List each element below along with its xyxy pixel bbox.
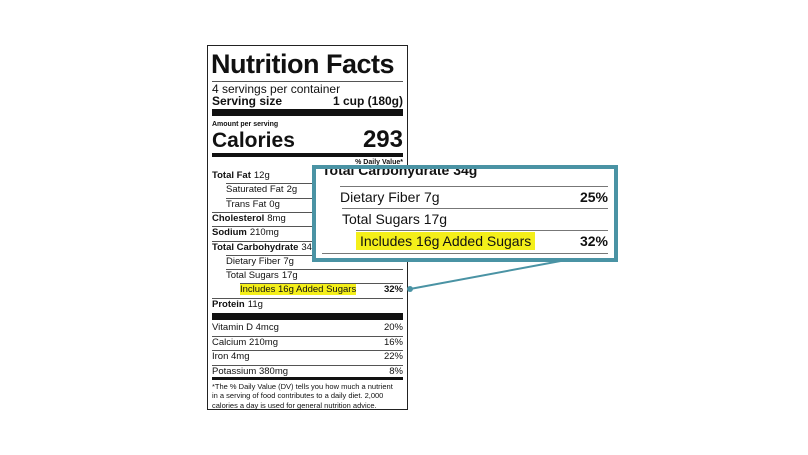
- serving-size-label: Serving size: [212, 94, 283, 108]
- rule: [212, 240, 403, 242]
- vitamin-name: Vitamin D 4mcg: [212, 322, 279, 333]
- nutrient-row: Saturated Fat 2g: [226, 185, 297, 195]
- medium-bar: [212, 377, 403, 380]
- rule: [356, 230, 608, 231]
- rule: [240, 283, 403, 285]
- rule: [226, 269, 403, 271]
- connector-dot: [407, 286, 413, 292]
- thick-bar: [212, 313, 403, 320]
- nutrient-row: Total Sugars 17g: [226, 271, 298, 281]
- nutrient-amount: 0g: [269, 198, 280, 210]
- daily-value: 32%: [383, 284, 403, 296]
- callout-row-name: Includes 16g Added Sugars: [356, 232, 536, 250]
- nutrient-amount: 2g: [286, 184, 298, 196]
- nutrient-name: Cholesterol: [212, 212, 265, 224]
- daily-value: 20%: [383, 322, 403, 333]
- nutrient-amount: 12g: [253, 170, 270, 181]
- callout-row-name: Dietary Fiber 7g: [340, 189, 440, 205]
- nutrient-row: Protein 11g: [212, 298, 263, 310]
- rule: [340, 186, 608, 187]
- daily-value: 22%: [383, 351, 403, 362]
- rule: [212, 364, 403, 366]
- rule: [212, 297, 403, 299]
- amount-per-serving: Amount per serving: [212, 121, 279, 128]
- nutrient-name: Protein: [212, 298, 245, 310]
- connector-line: [409, 259, 567, 290]
- nutrient-row: Total Fat 12g: [212, 171, 270, 181]
- daily-value-header: % Daily Value*: [355, 159, 403, 166]
- nutrient-name: Total Sugars: [226, 270, 279, 282]
- rule: [212, 335, 403, 337]
- rule: [212, 81, 403, 82]
- nutrient-name: Trans Fat: [226, 198, 267, 210]
- nutrient-row: Cholesterol 8mg: [212, 214, 286, 224]
- rule: [212, 226, 403, 228]
- callout-row-name: Protein 11g: [322, 257, 397, 258]
- serving-size: 1 cup (180g): [332, 94, 403, 108]
- nutrient-row: Sodium 210mg: [212, 228, 279, 238]
- rule: [322, 253, 608, 254]
- nutrient-row: Total Carbohydrate 34g: [212, 241, 318, 253]
- nutrient-name: Total Carbohydrate: [212, 241, 299, 253]
- calories-label: Calories: [212, 129, 295, 152]
- footnote: *The % Daily Value (DV) tells you how mu…: [212, 382, 393, 410]
- nutrient-name: Dietary Fiber: [226, 255, 281, 267]
- rule: [342, 208, 608, 209]
- nutrient-amount: 17g: [281, 270, 298, 282]
- nutrient-row: Dietary Fiber 7g: [226, 257, 294, 267]
- nutrient-amount: 7g: [283, 255, 294, 267]
- nutrient-amount: 11g: [247, 298, 263, 310]
- medium-bar: [212, 153, 403, 157]
- callout-row-name: Total Carbohydrate 34g: [322, 165, 478, 178]
- thick-bar: [212, 109, 403, 116]
- vitamin-name: Calcium 210mg: [212, 336, 278, 348]
- nutrient-name: Saturated Fat: [226, 184, 284, 196]
- daily-value: 8%: [389, 365, 403, 377]
- vitamin-name: Potassium 380mg: [212, 365, 289, 377]
- nutrient-amount: 34g: [301, 241, 318, 253]
- nutrient-name: Total Fat: [212, 170, 251, 181]
- nutrient-amount: 8mg: [267, 212, 286, 224]
- nutrient-row: Includes 16g Added Sugars: [240, 284, 357, 296]
- servings: 4 servings per container: [212, 82, 341, 96]
- rule: [212, 211, 403, 213]
- rule: [212, 350, 403, 351]
- nutrient-name: Sodium: [212, 227, 247, 239]
- vitamin-name: Iron 4mg: [212, 351, 250, 362]
- calories: 293: [362, 126, 403, 153]
- zoom-callout: Total Carbohydrate 34g Dietary Fiber 7g 25…: [312, 165, 618, 262]
- callout-daily-value: 25%: [579, 189, 608, 205]
- nutrient-row: Trans Fat 0g: [226, 198, 280, 210]
- callout-daily-value: 32%: [579, 233, 608, 249]
- daily-value: 16%: [383, 336, 403, 348]
- nutrient-name: Includes 16g Added Sugars: [240, 284, 357, 296]
- title: Nutrition Facts: [211, 49, 395, 79]
- nutrient-amount: 210mg: [249, 227, 279, 239]
- callout-row-name: Total Sugars 17g: [342, 211, 448, 227]
